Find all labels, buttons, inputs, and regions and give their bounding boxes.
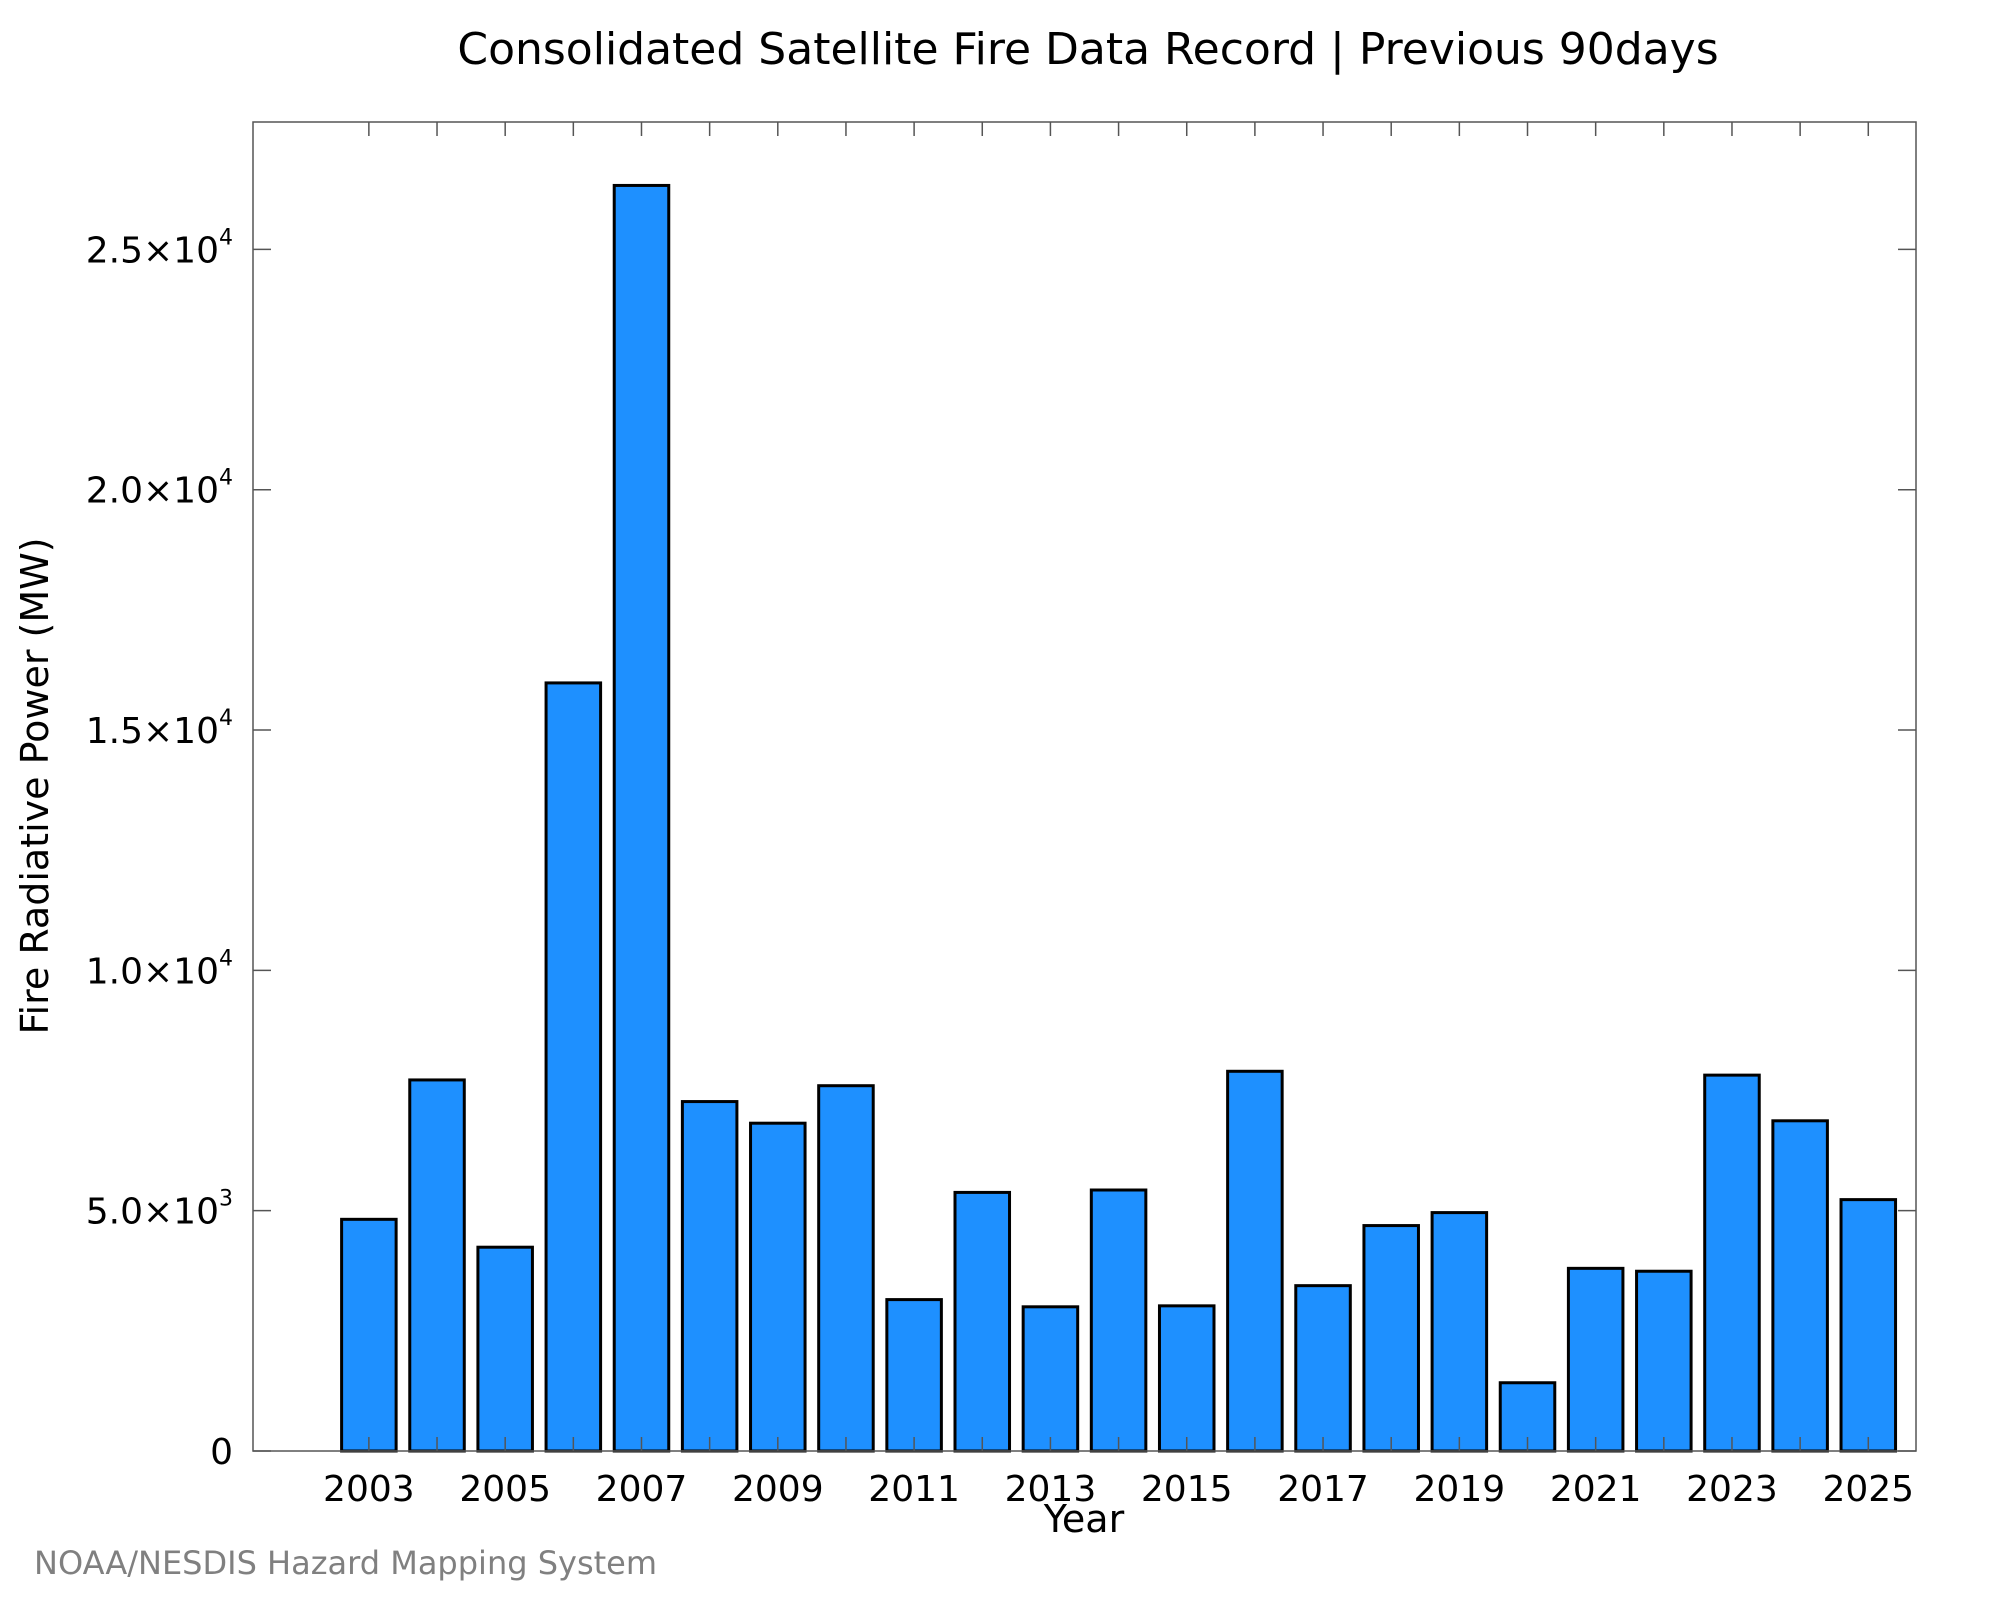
bar-2006 xyxy=(544,681,603,1453)
bar-2021 xyxy=(1566,1266,1625,1453)
y-tick-label: 1.5×104 xyxy=(86,706,233,752)
bar-2024 xyxy=(1771,1119,1829,1453)
bar-2012 xyxy=(953,1190,1012,1453)
bar-2017 xyxy=(1294,1284,1352,1453)
x-tick-label: 2007 xyxy=(596,1469,688,1510)
y-axis-label: Fire Radiative Power (MW) xyxy=(13,537,57,1034)
y-tick-label: 0 xyxy=(210,1432,233,1473)
x-tick-label: 2011 xyxy=(868,1469,960,1510)
axis-ticks: 2003 2005 2007 2009 2011 2013 2015 2017 2019 2021… xyxy=(86,122,1916,1510)
x-tick-label: 2017 xyxy=(1277,1469,1369,1510)
bar-2014 xyxy=(1089,1188,1148,1453)
x-tick-label: 2025 xyxy=(1822,1469,1914,1510)
x-tick-label: 2021 xyxy=(1550,1469,1642,1510)
plot-frame xyxy=(252,121,1917,1452)
bar-2022 xyxy=(1635,1269,1693,1453)
y-tick-label: 2.0×104 xyxy=(86,466,233,512)
x-axis-label: Year xyxy=(1043,1497,1125,1541)
bar-2015 xyxy=(1157,1304,1216,1453)
bar-2018 xyxy=(1362,1224,1420,1453)
bar-2009 xyxy=(749,1121,807,1453)
bar-series xyxy=(340,183,1898,1453)
x-tick-label: 2003 xyxy=(323,1469,415,1510)
x-tick-label: 2005 xyxy=(459,1469,551,1510)
chart-title: Consolidated Satellite Fire Data Record … xyxy=(457,24,1718,75)
y-tick-label: 2.5×104 xyxy=(86,225,233,271)
x-tick-label: 2023 xyxy=(1686,1469,1778,1510)
bar-2025 xyxy=(1839,1198,1898,1453)
bar-2013 xyxy=(1021,1305,1080,1453)
bar-2010 xyxy=(817,1084,875,1453)
bar-2004 xyxy=(408,1078,466,1453)
bar-2011 xyxy=(885,1298,943,1453)
bar-2023 xyxy=(1703,1073,1761,1453)
bar-2016 xyxy=(1226,1069,1284,1453)
y-tick-label: 1.0×104 xyxy=(86,946,233,992)
bar-2003 xyxy=(340,1217,398,1453)
x-tick-label: 2013 xyxy=(1005,1469,1097,1510)
y-tick-label: 5.0×103 xyxy=(86,1187,233,1233)
bar-2007 xyxy=(612,183,671,1453)
bar-2008 xyxy=(680,1100,739,1453)
x-tick-label: 2019 xyxy=(1414,1469,1506,1510)
data-credit: NOAA/NESDIS Hazard Mapping System xyxy=(34,1544,657,1582)
bar-2005 xyxy=(476,1245,534,1453)
x-tick-label: 2009 xyxy=(732,1469,824,1510)
x-tick-label: 2015 xyxy=(1141,1469,1233,1510)
bar-2019 xyxy=(1430,1211,1489,1453)
